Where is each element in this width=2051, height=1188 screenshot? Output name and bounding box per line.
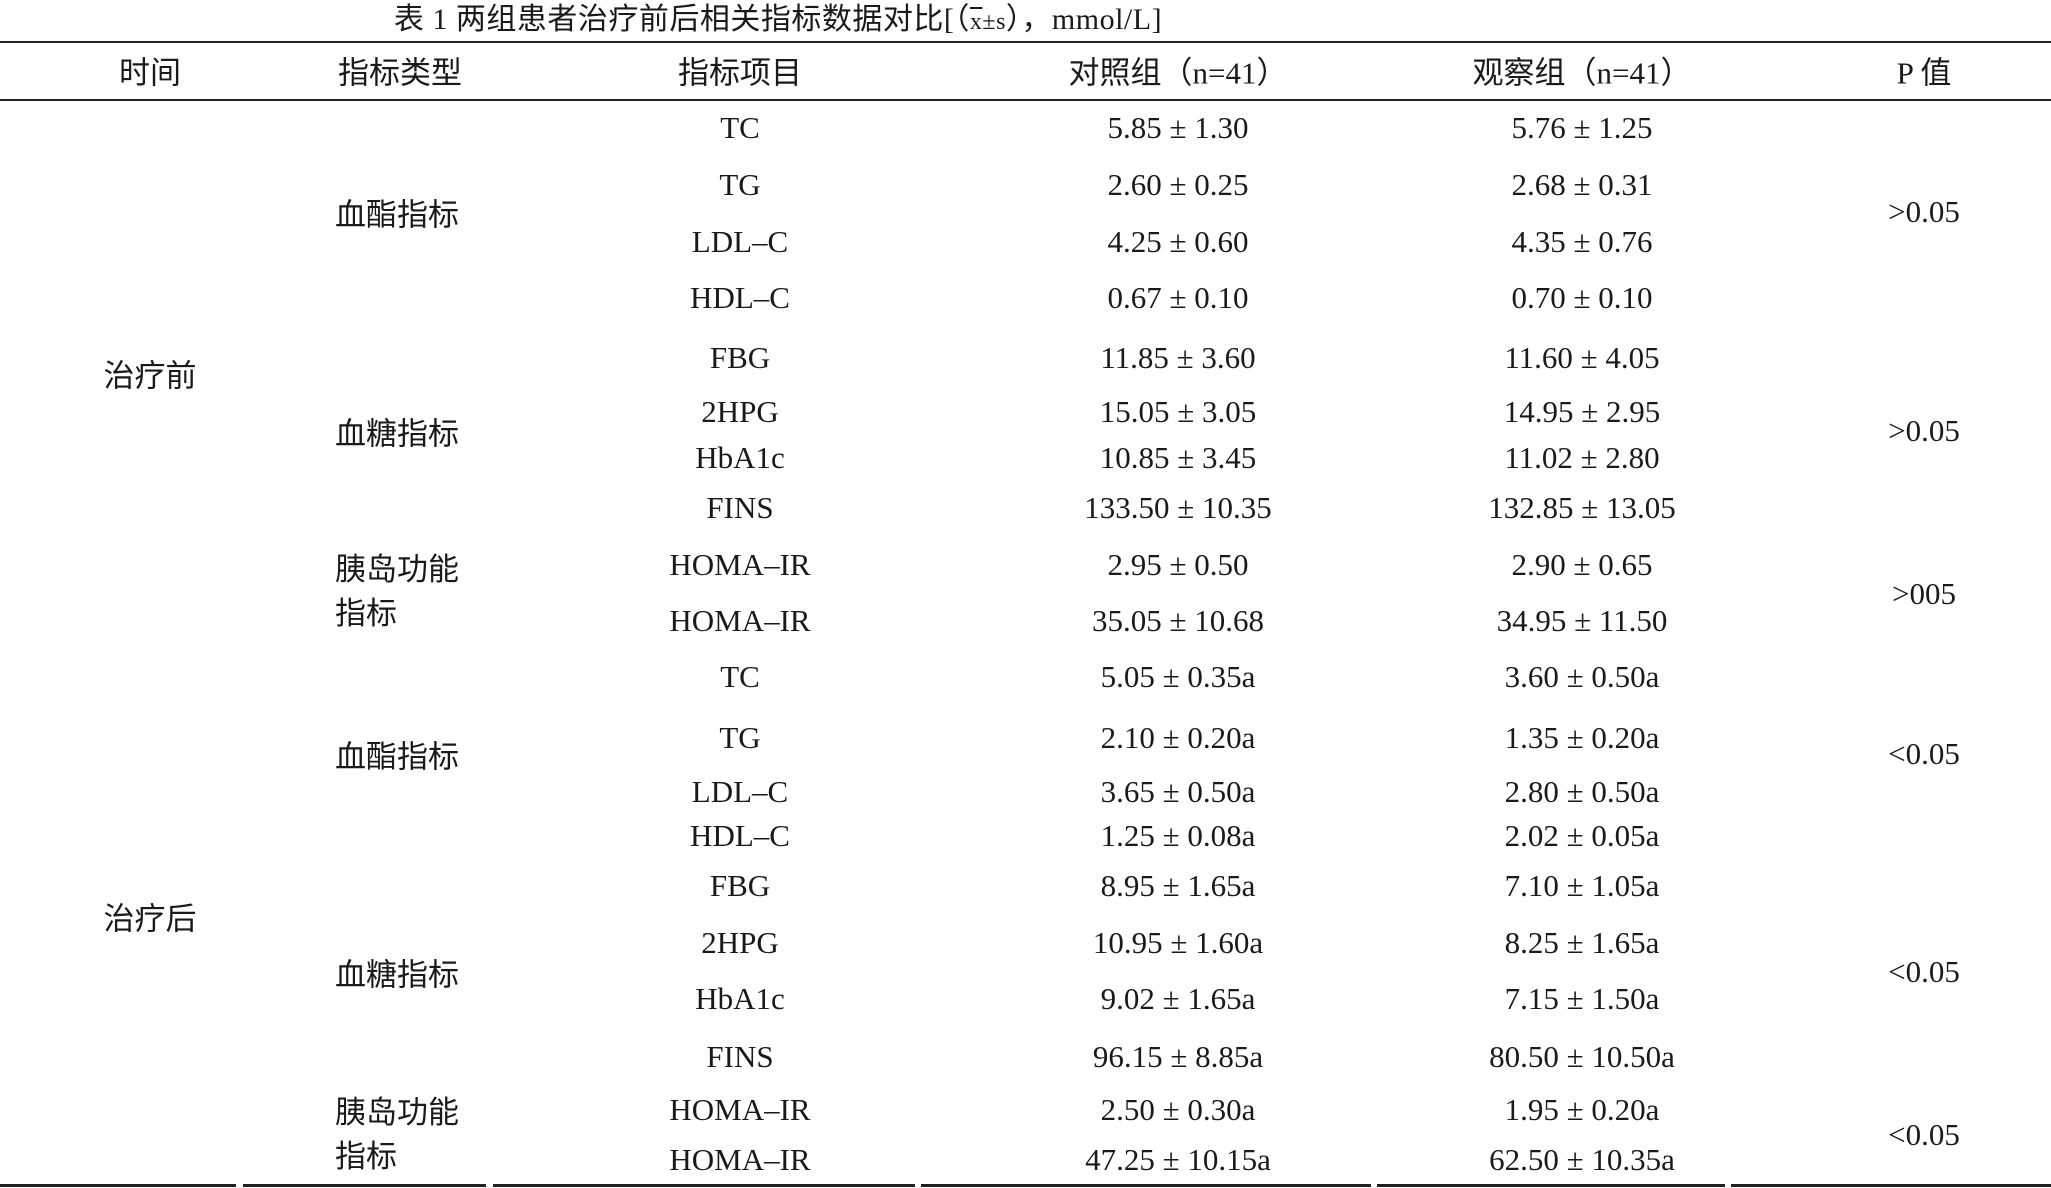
group-label: 胰岛功能指标 — [335, 1095, 459, 1174]
row-item: HOMA–IR — [669, 603, 811, 638]
row-observe-value: 2.68 ± 0.31 — [1511, 167, 1653, 202]
p-value: <0.05 — [1888, 1117, 1960, 1152]
period-label: 治疗前 — [103, 358, 197, 394]
row-item: 2HPG — [701, 925, 779, 960]
p-value: >0.05 — [1888, 413, 1960, 448]
header-time: 时间 — [119, 55, 181, 91]
row-item: HOMA–IR — [669, 547, 811, 582]
row-observe-value: 14.95 ± 2.95 — [1503, 394, 1661, 429]
row-item: HOMA–IR — [669, 1142, 811, 1177]
row-item: HDL–C — [690, 818, 790, 853]
row-observe-value: 8.25 ± 1.65a — [1504, 925, 1660, 960]
row-control-value: 2.50 ± 0.30a — [1100, 1092, 1256, 1127]
row-item: HbA1c — [695, 981, 785, 1016]
row-control-value: 10.85 ± 3.45 — [1099, 440, 1257, 475]
row-control-value: 5.05 ± 0.35a — [1100, 659, 1256, 694]
group-label: 血酯指标 — [335, 739, 459, 775]
header-rule — [0, 99, 2051, 101]
group-label: 胰岛功能指标 — [335, 552, 459, 631]
bottom-rule-segment — [1377, 1184, 1725, 1187]
row-control-value: 5.85 ± 1.30 — [1107, 110, 1249, 145]
row-observe-value: 7.15 ± 1.50a — [1504, 981, 1660, 1016]
p-value: >005 — [1892, 576, 1956, 611]
bottom-rule-segment — [0, 1184, 236, 1187]
row-observe-value: 2.90 ± 0.65 — [1511, 547, 1653, 582]
row-control-value: 47.25 ± 10.15a — [1085, 1142, 1271, 1177]
row-item: HbA1c — [695, 440, 785, 475]
header-item: 指标项目 — [678, 55, 802, 91]
row-observe-value: 0.70 ± 0.10 — [1511, 280, 1653, 315]
row-control-value: 35.05 ± 10.68 — [1091, 603, 1265, 638]
row-item: TC — [720, 659, 760, 694]
bottom-rule-segment — [921, 1184, 1371, 1187]
header-type: 指标类型 — [338, 55, 462, 91]
period-label: 治疗后 — [103, 901, 197, 937]
row-control-value: 2.60 ± 0.25 — [1107, 167, 1249, 202]
row-control-value: 96.15 ± 8.85a — [1092, 1039, 1264, 1074]
group-label: 血糖指标 — [335, 416, 459, 452]
caption-s: s — [996, 9, 1006, 35]
row-observe-value: 2.80 ± 0.50a — [1504, 774, 1660, 809]
row-observe-value: 7.10 ± 1.05a — [1504, 868, 1660, 903]
bottom-rule-segment — [493, 1184, 915, 1187]
row-item: TG — [719, 167, 761, 202]
bottom-rule-segment — [243, 1184, 486, 1187]
row-item: FINS — [706, 1039, 774, 1074]
row-control-value: 9.02 ± 1.65a — [1100, 981, 1256, 1016]
top-rule — [0, 41, 2051, 43]
group-label: 血糖指标 — [335, 957, 459, 993]
row-item: FBG — [709, 868, 771, 903]
row-observe-value: 5.76 ± 1.25 — [1511, 110, 1653, 145]
row-observe-value: 34.95 ± 11.50 — [1496, 603, 1668, 638]
row-observe-value: 2.02 ± 0.05a — [1504, 818, 1660, 853]
row-observe-value: 1.95 ± 0.20a — [1504, 1092, 1660, 1127]
row-control-value: 10.95 ± 1.60a — [1092, 925, 1264, 960]
caption-xbar: x — [969, 9, 983, 35]
row-control-value: 8.95 ± 1.65a — [1100, 868, 1256, 903]
row-control-value: 15.05 ± 3.05 — [1099, 394, 1257, 429]
row-observe-value: 1.35 ± 0.20a — [1504, 720, 1660, 755]
row-item: HDL–C — [690, 280, 790, 315]
caption-prefix: 表 1 两组患者治疗前后相关指标数据对比[（ — [393, 3, 970, 36]
p-value: <0.05 — [1888, 736, 1960, 771]
row-item: 2HPG — [701, 394, 779, 429]
row-observe-value: 132.85 ± 13.05 — [1488, 490, 1676, 525]
group-label: 血酯指标 — [335, 197, 459, 233]
row-control-value: 2.95 ± 0.50 — [1107, 547, 1249, 582]
row-item: LDL–C — [691, 774, 789, 809]
row-control-value: 3.65 ± 0.50a — [1100, 774, 1256, 809]
row-item: TG — [719, 720, 761, 755]
row-control-value: 2.10 ± 0.20a — [1100, 720, 1256, 755]
row-control-value: 133.50 ± 10.35 — [1084, 490, 1272, 525]
row-control-value: 11.85 ± 3.60 — [1100, 340, 1256, 375]
row-item: FBG — [709, 340, 771, 375]
bottom-rule-segment — [1731, 1184, 2051, 1187]
p-value: >0.05 — [1888, 194, 1960, 229]
row-control-value: 4.25 ± 0.60 — [1107, 224, 1249, 259]
row-item: HOMA–IR — [669, 1092, 811, 1127]
row-item: LDL–C — [691, 224, 789, 259]
row-observe-value: 80.50 ± 10.50a — [1489, 1039, 1675, 1074]
header-control: 对照组（n=41） — [1068, 55, 1288, 91]
row-item: TC — [720, 110, 760, 145]
row-observe-value: 62.50 ± 10.35a — [1489, 1142, 1675, 1177]
row-observe-value: 11.02 ± 2.80 — [1504, 440, 1660, 475]
row-observe-value: 3.60 ± 0.50a — [1504, 659, 1660, 694]
caption-suffix: ），mmol/L] — [1005, 3, 1163, 36]
row-observe-value: 4.35 ± 0.76 — [1511, 224, 1653, 259]
p-value: <0.05 — [1888, 954, 1960, 989]
row-item: FINS — [706, 490, 774, 525]
table-caption: 表 1 两组患者治疗前后相关指标数据对比[（x±s），mmol/L] — [0, 0, 1556, 40]
header-p: P 值 — [1896, 55, 1952, 91]
row-control-value: 1.25 ± 0.08a — [1100, 818, 1256, 853]
row-observe-value: 11.60 ± 4.05 — [1504, 340, 1660, 375]
caption-pm: ± — [982, 9, 997, 35]
row-control-value: 0.67 ± 0.10 — [1107, 280, 1249, 315]
header-observe: 观察组（n=41） — [1472, 55, 1692, 91]
